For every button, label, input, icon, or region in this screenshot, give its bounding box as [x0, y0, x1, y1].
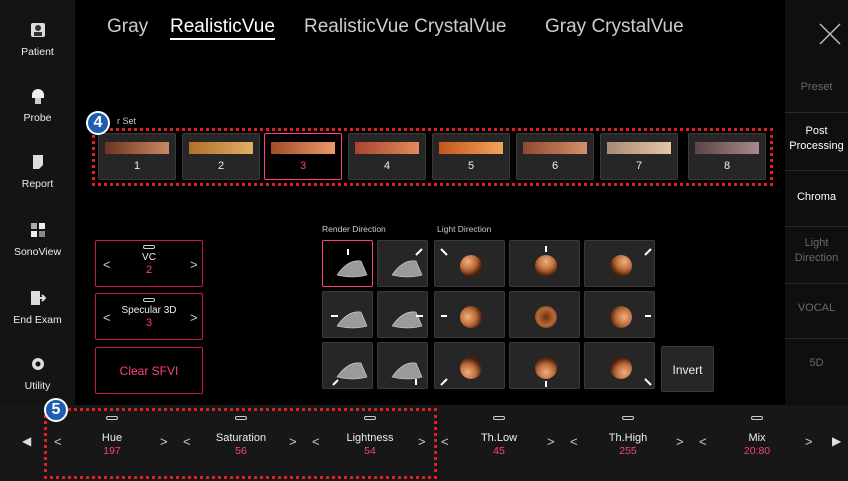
- icon: [435, 241, 505, 287]
- control-icon: [751, 416, 763, 420]
- separator: [785, 112, 848, 113]
- sidebar-label[interactable]: Utility: [0, 380, 75, 392]
- separator: [785, 226, 848, 227]
- clear-button[interactable]: Clear SFVI: [95, 347, 203, 394]
- separator: [785, 283, 848, 284]
- ultrasound-screen: Patient Probe Report SonoView End Exam Utilit…: [0, 0, 848, 481]
- menu-item[interactable]: Preset: [785, 80, 848, 95]
- page-left[interactable]: ◀: [22, 434, 31, 448]
- icon: [323, 343, 373, 389]
- sidebar-icon: [30, 88, 46, 104]
- invert-button[interactable]: Invert: [661, 346, 714, 392]
- sidebar-label[interactable]: Patient: [0, 46, 75, 58]
- icon: [510, 343, 580, 389]
- menu-item[interactable]: Light Direction: [785, 236, 848, 266]
- tab[interactable]: Gray CrystalVue: [545, 16, 684, 38]
- icon: [585, 241, 655, 287]
- render-direction-button[interactable]: [322, 342, 373, 389]
- menu-item[interactable]: VOCAL: [785, 301, 848, 316]
- icon: [30, 222, 46, 238]
- sidebar-icon: [30, 222, 46, 238]
- close-button[interactable]: [818, 22, 842, 46]
- icon: [30, 154, 46, 170]
- separator: [785, 170, 848, 171]
- icon: [30, 22, 46, 38]
- control-icon: [143, 245, 155, 249]
- section-label: Light Direction: [437, 224, 491, 234]
- icon: [378, 292, 428, 338]
- control-icon: [622, 416, 634, 420]
- page-right[interactable]: ▶: [832, 434, 841, 448]
- light-direction-button[interactable]: [434, 342, 505, 389]
- tab[interactable]: RealisticVue: [170, 16, 275, 40]
- control-value: 2: [96, 264, 202, 276]
- tab[interactable]: RealisticVue CrystalVue: [304, 16, 506, 38]
- highlight-box: [92, 128, 773, 186]
- parameter-value: 255: [564, 445, 692, 457]
- sidebar-label[interactable]: Probe: [0, 112, 75, 124]
- menu-item[interactable]: Post Processing: [785, 124, 848, 154]
- left-sidebar: [0, 0, 75, 405]
- menu-item[interactable]: Chroma: [785, 190, 848, 205]
- parameter-name: Th.High: [564, 432, 692, 444]
- control-icon: [493, 416, 505, 420]
- invert-label: Invert: [662, 363, 713, 377]
- parameter-name: Mix: [693, 432, 821, 444]
- icon: [30, 356, 46, 372]
- light-direction-button[interactable]: [434, 240, 505, 287]
- render-direction-button[interactable]: [377, 291, 428, 338]
- menu-item[interactable]: 5D: [785, 356, 848, 371]
- control-name: Specular 3D: [96, 305, 202, 316]
- highlight-box: [44, 408, 437, 479]
- icon: [323, 292, 373, 338]
- light-direction-button[interactable]: [584, 240, 655, 287]
- icon: [378, 343, 428, 389]
- light-direction-button[interactable]: [509, 342, 580, 389]
- sidebar-label[interactable]: Report: [0, 178, 75, 190]
- light-direction-button[interactable]: [584, 342, 655, 389]
- clear-label: Clear SFVI: [96, 364, 202, 378]
- step-badge: 5: [44, 398, 68, 422]
- control-value: 3: [96, 317, 202, 329]
- parameter-value: 20:80: [693, 445, 821, 457]
- section-label: r Set: [117, 116, 136, 126]
- light-direction-button[interactable]: [434, 291, 505, 338]
- render-direction-button[interactable]: [377, 342, 428, 389]
- render-direction-button[interactable]: [322, 291, 373, 338]
- control-icon: [143, 298, 155, 302]
- icon: [510, 241, 580, 287]
- icon: [30, 290, 46, 306]
- parameter-name: Th.Low: [435, 432, 563, 444]
- render-direction-button[interactable]: [377, 240, 428, 287]
- render-direction-button[interactable]: [322, 240, 373, 287]
- light-direction-button[interactable]: [509, 291, 580, 338]
- icon: [585, 292, 655, 338]
- step-badge: 4: [86, 111, 110, 135]
- separator: [785, 338, 848, 339]
- sidebar-icon: [30, 154, 46, 170]
- icon: [323, 241, 373, 287]
- icon: [378, 241, 428, 287]
- icon: [435, 343, 505, 389]
- sidebar-icon: [30, 356, 46, 372]
- parameter-value: 45: [435, 445, 563, 457]
- sidebar-icon: [30, 290, 46, 306]
- sidebar-label[interactable]: SonoView: [0, 246, 75, 258]
- control-name: VC: [96, 252, 202, 263]
- section-label: Render Direction: [322, 224, 386, 234]
- icon: [510, 292, 580, 338]
- icon: [30, 88, 46, 104]
- light-direction-button[interactable]: [509, 240, 580, 287]
- icon: [435, 292, 505, 338]
- icon: [585, 343, 655, 389]
- sidebar-icon: [30, 22, 46, 38]
- tab[interactable]: Gray: [107, 16, 148, 38]
- light-direction-button[interactable]: [584, 291, 655, 338]
- sidebar-label[interactable]: End Exam: [0, 314, 75, 326]
